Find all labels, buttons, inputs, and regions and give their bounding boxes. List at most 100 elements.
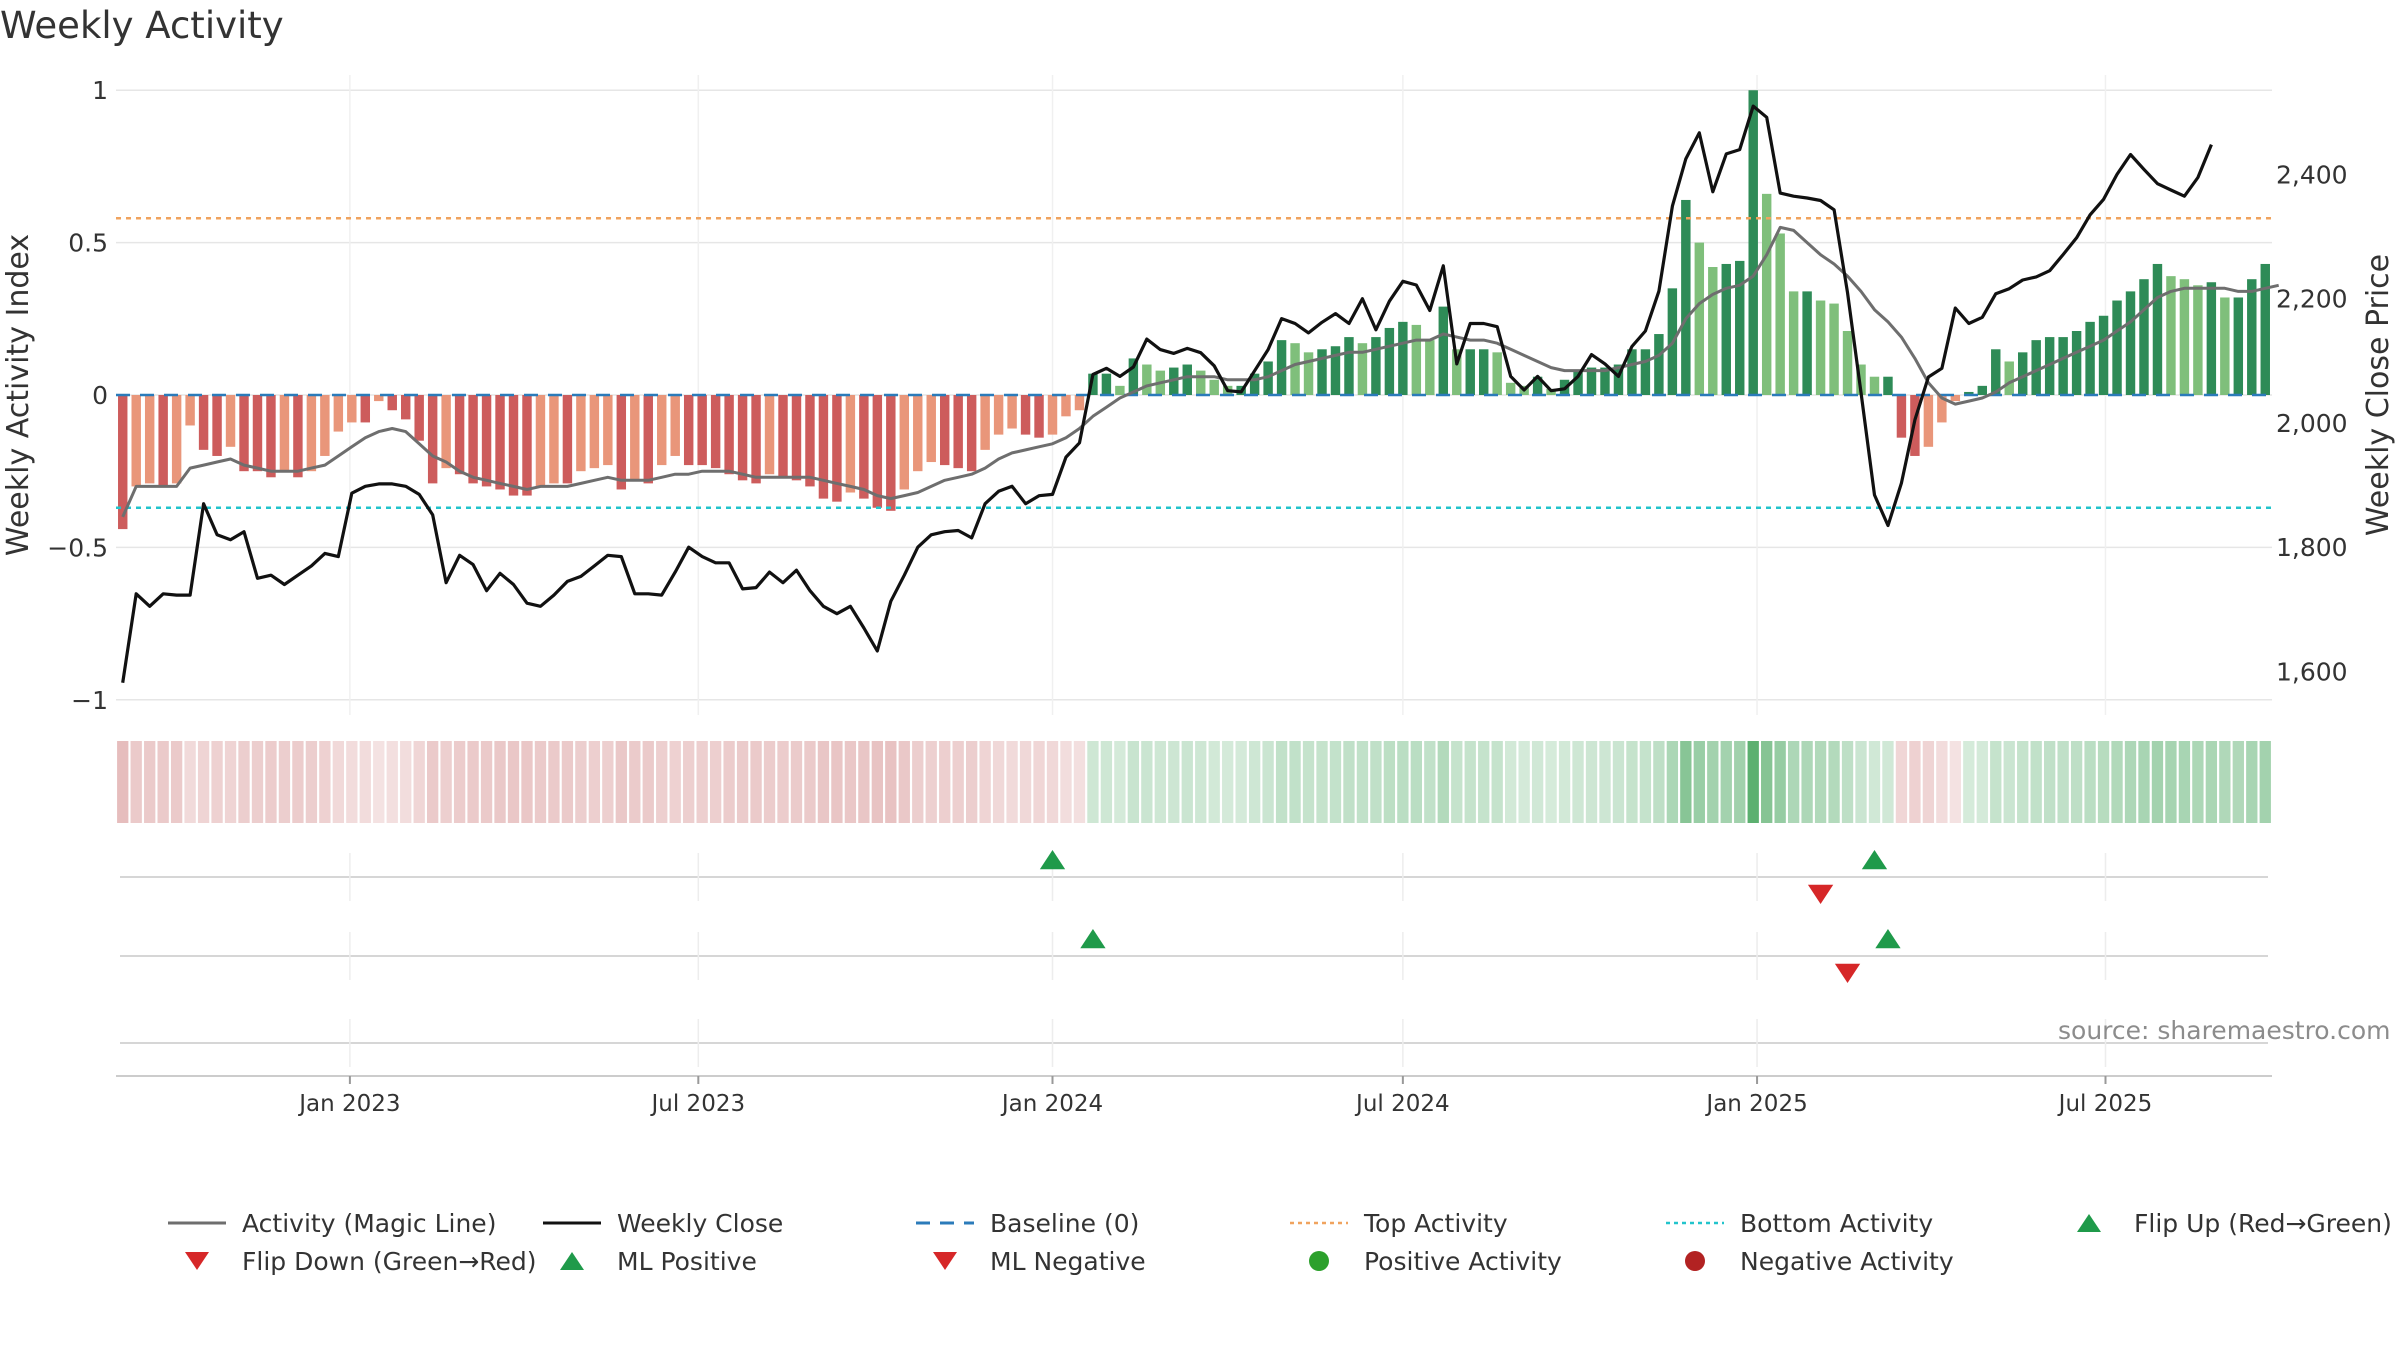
heat-cell — [1963, 741, 1975, 823]
heat-cell — [346, 741, 358, 823]
heat-cell — [494, 741, 506, 823]
x-tick-label: Jul 2025 — [2057, 1091, 2153, 1117]
activity-bar — [1532, 376, 1543, 395]
activity-bar — [266, 395, 276, 478]
heat-cell — [561, 741, 574, 823]
legend-label: ML Positive — [617, 1246, 757, 1276]
activity-bar — [1627, 349, 1637, 395]
heat-cell — [912, 741, 924, 823]
heat-cell — [1046, 741, 1059, 823]
heat-cell — [211, 741, 223, 823]
activity-bar — [1088, 373, 1098, 395]
ml-positive-marker — [1080, 929, 1106, 949]
activity-bar — [1047, 395, 1058, 435]
signal-rows — [120, 850, 2268, 1067]
heat-cell — [2246, 741, 2258, 823]
weekly-activity-chart: 1 0.5 0 −0.5 −1 Weekly Activity Index 2,400 2,2… — [1, 75, 2396, 1117]
activity-bar — [2004, 361, 2014, 395]
activity-bar — [1721, 263, 1731, 395]
legend-label: Baseline (0) — [990, 1208, 1140, 1238]
legend-item: Flip Down (Green→Red) — [166, 1243, 537, 1279]
flip-up-marker — [1861, 850, 1888, 870]
activity-bar — [1708, 267, 1718, 395]
heat-cell — [629, 741, 641, 823]
heat-cell — [777, 741, 789, 823]
left-tick-label: 1 — [92, 76, 108, 105]
activity-bar — [1398, 321, 1408, 395]
heat-cell — [1060, 741, 1072, 823]
activity-bar — [818, 395, 829, 499]
legend-item: Negative Activity — [1664, 1243, 1954, 1279]
heat-cell — [2232, 741, 2244, 823]
heat-cell — [642, 741, 654, 823]
activity-bar — [724, 395, 734, 475]
activity-bar — [1074, 395, 1085, 411]
activity-bar — [2260, 263, 2270, 395]
heat-cell — [1033, 741, 1045, 823]
heat-cell — [1208, 741, 1220, 823]
activity-bar — [683, 395, 694, 466]
x-tick-label: Jan 2025 — [1704, 1091, 1807, 1117]
legend-swatch-icon — [1290, 1221, 1348, 1225]
legend-swatch-icon — [916, 1221, 974, 1225]
heat-cell — [1801, 741, 1813, 823]
activity-bar — [239, 395, 249, 472]
activity-bar — [2112, 300, 2122, 395]
heat-cell — [480, 741, 493, 823]
heat-cell — [898, 741, 910, 823]
activity-bar — [118, 395, 128, 530]
chart-title: Weekly Activity — [0, 4, 284, 47]
heat-cell — [440, 741, 452, 823]
right-tick-label: 2,400 — [2276, 160, 2348, 189]
heat-cell — [305, 741, 318, 823]
activity-bar — [899, 395, 910, 490]
legend: Activity (Magic Line) Weekly Close Baselin… — [0, 1205, 2400, 1285]
heat-cell — [804, 741, 816, 823]
heat-cell — [1707, 741, 1719, 823]
legend-label: Activity (Magic Line) — [242, 1208, 497, 1238]
legend-swatch-icon — [1309, 1251, 1329, 1271]
activity-bar — [1209, 379, 1219, 395]
activity-bar — [1654, 334, 1664, 395]
heat-cell — [251, 741, 264, 823]
activity-heat-strip — [117, 741, 2271, 823]
heat-cell — [130, 741, 142, 823]
heat-cell — [1316, 741, 1328, 823]
heat-cell — [2151, 741, 2164, 823]
activity-bar — [1950, 395, 1961, 402]
heat-cell — [1248, 741, 1261, 823]
activity-bar — [1505, 382, 1516, 395]
heat-cell — [2003, 741, 2015, 823]
legend-item: Positive Activity — [1288, 1243, 1562, 1279]
activity-bar — [993, 395, 1004, 435]
flip-up-marker — [1039, 850, 1066, 870]
heat-cell — [1141, 741, 1153, 823]
heat-cell — [1424, 741, 1436, 823]
heat-cell — [1302, 741, 1315, 823]
ml-positive-marker — [1875, 929, 1901, 949]
activity-bar — [333, 395, 344, 432]
heat-cell — [2030, 741, 2042, 823]
heat-cell — [1814, 741, 1827, 823]
heat-cell — [1222, 741, 1234, 823]
activity-bar — [845, 395, 856, 493]
activity-bar — [562, 395, 573, 484]
activity-bar — [1276, 340, 1287, 395]
source-note: source: sharemaestro.com — [2058, 1016, 2391, 1045]
heat-cell — [1895, 741, 1908, 823]
heat-cell — [1774, 741, 1786, 823]
activity-bar — [1573, 370, 1583, 395]
heat-cell — [736, 741, 749, 823]
activity-bar — [1007, 395, 1017, 429]
heat-cell — [1936, 741, 1948, 823]
heat-cell — [1841, 741, 1854, 823]
activity-bar — [1735, 260, 1745, 395]
heat-cell — [1006, 741, 1018, 823]
heat-cell — [2259, 741, 2271, 823]
activity-bar — [805, 395, 815, 487]
heat-cell — [1585, 741, 1598, 823]
activity-bar — [1613, 364, 1624, 395]
heat-cell — [265, 741, 277, 823]
activity-bar — [185, 395, 195, 426]
activity-bar — [1317, 349, 1327, 395]
